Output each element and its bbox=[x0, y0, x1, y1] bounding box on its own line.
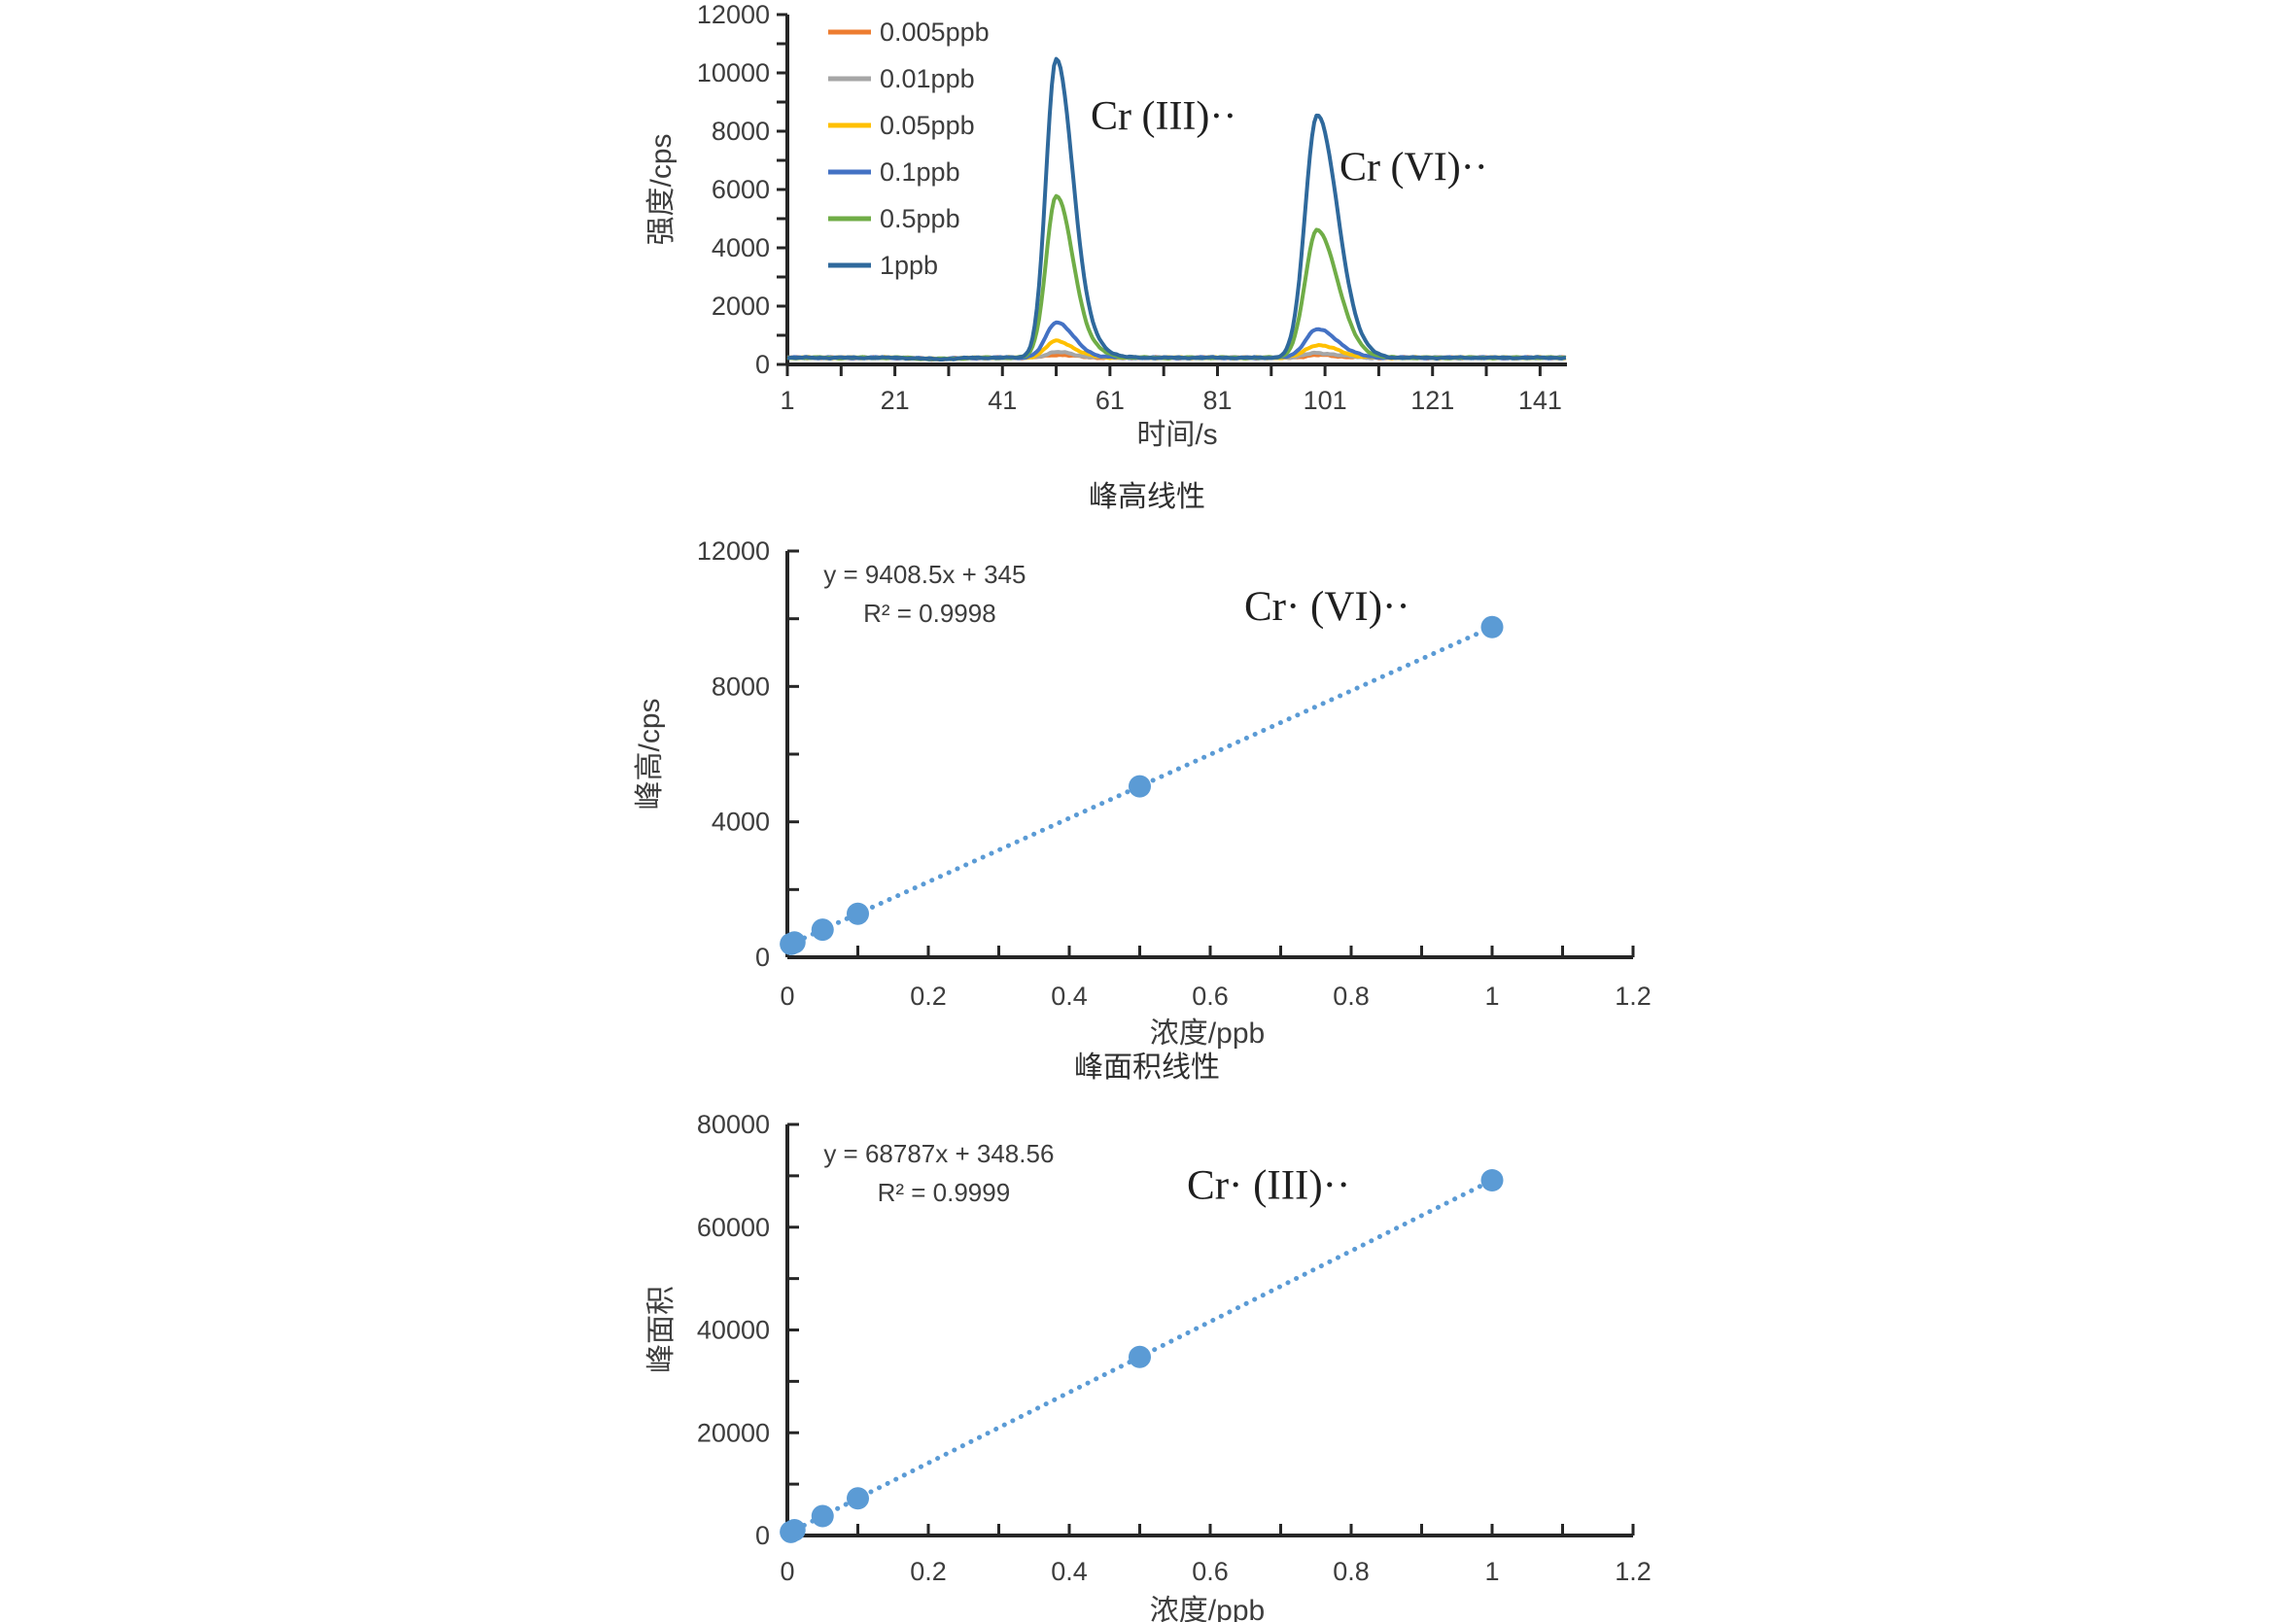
x-tick-label: 141 bbox=[1518, 386, 1562, 415]
y-axis-title: 强度/cps bbox=[645, 133, 678, 245]
peak-area-linearity-trendline bbox=[793, 1179, 1491, 1533]
x-tick-label: 0.2 bbox=[910, 1557, 947, 1586]
y-tick-label: 4000 bbox=[712, 808, 770, 837]
legend-label-0.01ppb: 0.01ppb bbox=[880, 64, 975, 93]
peak-height-linearity-trendline bbox=[793, 626, 1491, 945]
x-axis-title: 浓度/ppb bbox=[1150, 1018, 1265, 1050]
x-tick-label: 21 bbox=[881, 386, 910, 415]
legend-item-0.005ppb: 0.005ppb bbox=[828, 17, 990, 47]
peak-height-linearity-point-3 bbox=[847, 902, 869, 925]
peak-annotation-1: Cr (VI)·· bbox=[1339, 146, 1488, 190]
peak-height-linearity-title: 峰高线性 bbox=[1089, 481, 1205, 513]
legend-label-0.5ppb: 0.5ppb bbox=[880, 204, 960, 233]
x-axis-title: 时间/s bbox=[1136, 419, 1217, 451]
y-tick-label: 8000 bbox=[712, 117, 770, 146]
legend-item-0.05ppb: 0.05ppb bbox=[828, 111, 975, 140]
peak-annotation-0: Cr (III)·· bbox=[1091, 94, 1236, 139]
peak-height-linearity-equation: y = 9408.5x + 345 bbox=[823, 560, 1026, 589]
peak-area-linearity-point-1 bbox=[783, 1519, 806, 1542]
y-tick-label: 2000 bbox=[712, 292, 770, 321]
x-tick-label: 0.6 bbox=[1192, 982, 1229, 1011]
y-axis-title: 峰高/cps bbox=[634, 698, 666, 810]
legend-item-0.5ppb: 0.5ppb bbox=[828, 204, 960, 233]
peak-area-linearity-point-2 bbox=[811, 1504, 834, 1528]
y-tick-label: 0 bbox=[755, 1521, 770, 1550]
legend-item-0.01ppb: 0.01ppb bbox=[828, 64, 975, 93]
series-line-0.1ppb bbox=[786, 320, 1567, 362]
y-tick-label: 6000 bbox=[712, 175, 770, 204]
x-tick-label: 0.4 bbox=[1051, 982, 1088, 1011]
legend-label-1ppb: 1ppb bbox=[880, 251, 938, 280]
peak-area-linearity-r-squared: R² = 0.9999 bbox=[878, 1178, 1011, 1207]
chromatogram-legend: 0.005ppb 0.01ppb 0.05ppb 0.1ppb 0.5ppb 1ppb bbox=[828, 17, 990, 280]
x-tick-label: 0 bbox=[780, 1557, 794, 1586]
x-tick-label: 1 bbox=[1484, 1557, 1499, 1586]
x-tick-label: 1 bbox=[780, 386, 794, 415]
y-tick-label: 12000 bbox=[697, 0, 770, 29]
x-tick-label: 0.2 bbox=[910, 982, 947, 1011]
x-tick-label: 1.2 bbox=[1615, 982, 1652, 1011]
legend-label-0.05ppb: 0.05ppb bbox=[880, 111, 975, 140]
x-axis-title: 浓度/ppb bbox=[1150, 1595, 1265, 1622]
x-tick-label: 0.8 bbox=[1333, 982, 1370, 1011]
x-tick-label: 0.4 bbox=[1051, 1557, 1088, 1586]
y-axis-title: 峰面积 bbox=[645, 1286, 678, 1373]
y-tick-label: 8000 bbox=[712, 672, 770, 701]
y-tick-label: 4000 bbox=[712, 233, 770, 262]
peak-height-linearity-chart: 峰高线性 0 4000 8000 12000 0 0.2 0.4 0.6 0.8 1 1.2 浓度/pp… bbox=[634, 481, 1652, 1050]
legend-label-0.005ppb: 0.005ppb bbox=[880, 17, 990, 47]
series-line-1ppb bbox=[786, 56, 1566, 362]
legend-item-1ppb: 1ppb bbox=[828, 251, 938, 280]
x-tick-label: 61 bbox=[1096, 386, 1125, 415]
peak-area-linearity-annotation: Cr· (III)·· bbox=[1187, 1162, 1350, 1208]
peak-area-linearity-chart: 峰面积线性 0 20000 40000 60000 80000 0 0.2 0.4 0.6 0.8 1… bbox=[645, 1052, 1652, 1622]
y-tick-label: 0 bbox=[755, 350, 770, 379]
x-tick-label: 1 bbox=[1484, 982, 1499, 1011]
peak-area-linearity-point-3 bbox=[847, 1487, 869, 1510]
peak-height-linearity-point-5 bbox=[1480, 615, 1504, 638]
peak-height-linearity-annotation: Cr· (VI)·· bbox=[1244, 584, 1410, 630]
peak-height-linearity-point-2 bbox=[811, 918, 834, 942]
peak-area-linearity-point-5 bbox=[1480, 1168, 1504, 1191]
y-tick-label: 12000 bbox=[697, 536, 770, 566]
x-tick-label: 101 bbox=[1304, 386, 1347, 415]
x-tick-label: 0.6 bbox=[1192, 1557, 1229, 1586]
x-tick-label: 1.2 bbox=[1615, 1557, 1652, 1586]
x-tick-label: 0 bbox=[780, 982, 794, 1011]
y-tick-label: 20000 bbox=[697, 1418, 770, 1447]
peak-height-linearity-point-1 bbox=[783, 931, 806, 954]
x-tick-label: 81 bbox=[1202, 386, 1232, 415]
x-tick-label: 121 bbox=[1410, 386, 1454, 415]
y-tick-label: 0 bbox=[755, 943, 770, 972]
peak-height-linearity-point-4 bbox=[1129, 775, 1151, 798]
y-tick-label: 80000 bbox=[697, 1110, 770, 1139]
legend-item-0.1ppb: 0.1ppb bbox=[828, 157, 960, 187]
x-tick-label: 41 bbox=[988, 386, 1017, 415]
peak-area-linearity-point-4 bbox=[1129, 1345, 1151, 1368]
peak-area-linearity-equation: y = 68787x + 348.56 bbox=[823, 1139, 1054, 1168]
legend-label-0.1ppb: 0.1ppb bbox=[880, 157, 960, 187]
peak-area-linearity-title: 峰面积线性 bbox=[1074, 1052, 1220, 1084]
x-tick-label: 0.8 bbox=[1333, 1557, 1370, 1586]
peak-height-linearity-r-squared: R² = 0.9998 bbox=[863, 599, 996, 628]
y-tick-label: 40000 bbox=[697, 1316, 770, 1345]
y-tick-label: 10000 bbox=[697, 58, 770, 87]
y-tick-label: 60000 bbox=[697, 1213, 770, 1242]
